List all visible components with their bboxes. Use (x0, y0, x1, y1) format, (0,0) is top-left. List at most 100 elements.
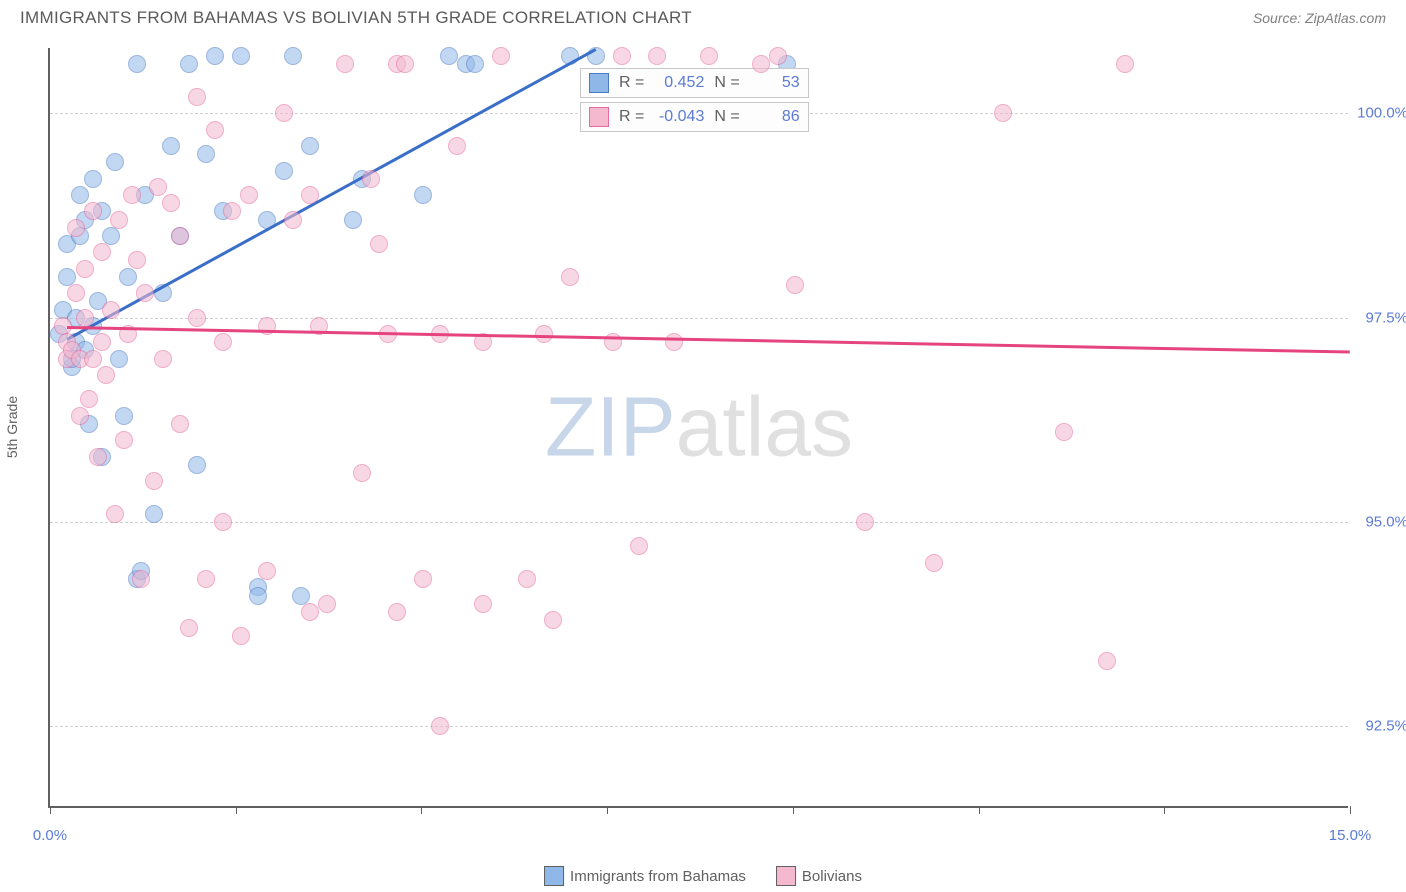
scatter-point (115, 431, 133, 449)
scatter-point (80, 390, 98, 408)
source-label: Source: ZipAtlas.com (1253, 10, 1386, 26)
scatter-point (396, 55, 414, 73)
scatter-point (97, 366, 115, 384)
scatter-point (492, 47, 510, 65)
scatter-point (301, 137, 319, 155)
x-tick (50, 806, 51, 814)
scatter-point (648, 47, 666, 65)
x-tick (793, 806, 794, 814)
scatter-point (613, 47, 631, 65)
legend-swatch-blue (544, 866, 564, 886)
scatter-point (188, 456, 206, 474)
stats-r-value: -0.043 (654, 108, 704, 126)
scatter-point (180, 619, 198, 637)
stats-r-label: R = (619, 74, 644, 92)
scatter-point (128, 251, 146, 269)
scatter-point (188, 309, 206, 327)
scatter-point (115, 407, 133, 425)
header: IMMIGRANTS FROM BAHAMAS VS BOLIVIAN 5TH … (0, 0, 1406, 28)
scatter-point (630, 537, 648, 555)
scatter-point (106, 505, 124, 523)
scatter-point (110, 211, 128, 229)
scatter-point (162, 194, 180, 212)
x-tick (236, 806, 237, 814)
scatter-point (240, 186, 258, 204)
x-tick-label: 0.0% (33, 827, 67, 844)
scatter-point (206, 47, 224, 65)
scatter-point (284, 211, 302, 229)
legend-item-bolivians: Bolivians (776, 866, 862, 886)
scatter-point (466, 55, 484, 73)
scatter-point (206, 121, 224, 139)
stats-box: R =0.452N =53 (580, 68, 809, 98)
y-tick-label: 100.0% (1354, 105, 1406, 122)
legend-swatch-pink (776, 866, 796, 886)
scatter-point (336, 55, 354, 73)
scatter-point (258, 562, 276, 580)
scatter-point (301, 603, 319, 621)
scatter-point (544, 611, 562, 629)
scatter-point (136, 284, 154, 302)
scatter-point (102, 301, 120, 319)
scatter-point (700, 47, 718, 65)
scatter-point (431, 717, 449, 735)
stats-n-value: 86 (750, 108, 800, 126)
gridline (50, 522, 1348, 523)
x-tick (421, 806, 422, 814)
scatter-point (145, 472, 163, 490)
scatter-point (1098, 652, 1116, 670)
scatter-point (110, 350, 128, 368)
legend-label: Bolivians (802, 868, 862, 885)
scatter-point (119, 268, 137, 286)
scatter-point (214, 333, 232, 351)
stats-n-label: N = (714, 108, 739, 126)
stats-box: R = -0.043 N = 86 (580, 102, 809, 132)
scatter-point (171, 415, 189, 433)
watermark-atlas: atlas (676, 380, 853, 474)
scatter-point (232, 627, 250, 645)
scatter-point (275, 162, 293, 180)
chart-title: IMMIGRANTS FROM BAHAMAS VS BOLIVIAN 5TH … (20, 8, 692, 28)
watermark-zip: ZIP (545, 380, 676, 474)
scatter-point (76, 309, 94, 327)
scatter-point (752, 55, 770, 73)
scatter-point (474, 595, 492, 613)
scatter-point (171, 227, 189, 245)
scatter-point (786, 276, 804, 294)
watermark: ZIPatlas (545, 379, 853, 476)
x-tick (979, 806, 980, 814)
scatter-point (301, 186, 319, 204)
scatter-point (1116, 55, 1134, 73)
stats-r-label: R = (619, 108, 644, 126)
scatter-point (145, 505, 163, 523)
stats-n-value: 53 (750, 74, 800, 92)
scatter-point (84, 350, 102, 368)
legend-item-bahamas: Immigrants from Bahamas (544, 866, 746, 886)
x-tick (607, 806, 608, 814)
scatter-point (102, 227, 120, 245)
scatter-point (249, 587, 267, 605)
scatter-point (84, 170, 102, 188)
stats-swatch (589, 107, 609, 127)
y-tick-label: 92.5% (1354, 718, 1406, 735)
scatter-point (197, 145, 215, 163)
x-tick (1164, 806, 1165, 814)
scatter-point (188, 88, 206, 106)
legend-label: Immigrants from Bahamas (570, 868, 746, 885)
scatter-point (132, 570, 150, 588)
scatter-point (388, 603, 406, 621)
scatter-point (925, 554, 943, 572)
scatter-point (370, 235, 388, 253)
chart-area: 5th Grade ZIPatlas 92.5%95.0%97.5%100.0%… (48, 48, 1348, 808)
scatter-point (93, 333, 111, 351)
scatter-point (318, 595, 336, 613)
scatter-point (89, 448, 107, 466)
scatter-point (353, 464, 371, 482)
scatter-point (214, 513, 232, 531)
scatter-point (162, 137, 180, 155)
gridline (50, 726, 1348, 727)
gridline (50, 318, 1348, 319)
scatter-point (67, 219, 85, 237)
scatter-point (180, 55, 198, 73)
scatter-point (71, 186, 89, 204)
